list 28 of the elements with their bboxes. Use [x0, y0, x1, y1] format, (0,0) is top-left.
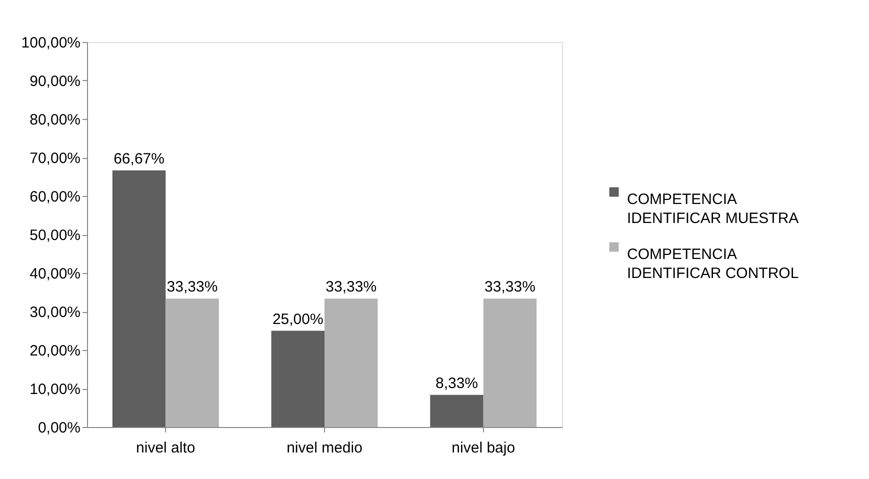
bar: [271, 330, 324, 427]
y-tick-label: 30,00%: [30, 304, 80, 321]
data-label: 33,33%: [484, 278, 536, 296]
data-label: 66,67%: [114, 150, 164, 168]
data-label: 33,33%: [326, 278, 377, 296]
x-tick-label: nivel bajo: [452, 440, 516, 456]
x-tick-label: nivel alto: [136, 440, 196, 456]
bar: [430, 394, 484, 427]
y-tick-label: 10,00%: [30, 381, 80, 398]
y-tick-label: 40,00%: [30, 266, 80, 282]
y-tick-label: 70,00%: [30, 150, 80, 167]
data-label: 33,33%: [166, 278, 218, 296]
y-tick-label: 20,00%: [30, 342, 80, 360]
data-label: 8,33%: [435, 374, 478, 392]
y-tick-label: 60,00%: [30, 188, 80, 206]
y-tick-label: 80,00%: [30, 112, 80, 128]
data-label: 25,00%: [272, 310, 324, 328]
y-tick-label: 90,00%: [30, 73, 80, 90]
bar: [483, 298, 537, 427]
x-tick-label: nivel medio: [286, 440, 362, 456]
legend-label: COMPETENCIA IDENTIFICAR CONTROL: [627, 246, 799, 282]
legend-label: COMPETENCIA IDENTIFICAR MUESTRA: [627, 191, 799, 227]
y-tick-label: 100,00%: [21, 34, 80, 52]
y-tick-label: 50,00%: [30, 227, 80, 244]
bar: [112, 170, 166, 427]
bar: [324, 298, 378, 427]
bar: [166, 298, 219, 427]
y-tick-label: 0,00%: [38, 420, 80, 436]
